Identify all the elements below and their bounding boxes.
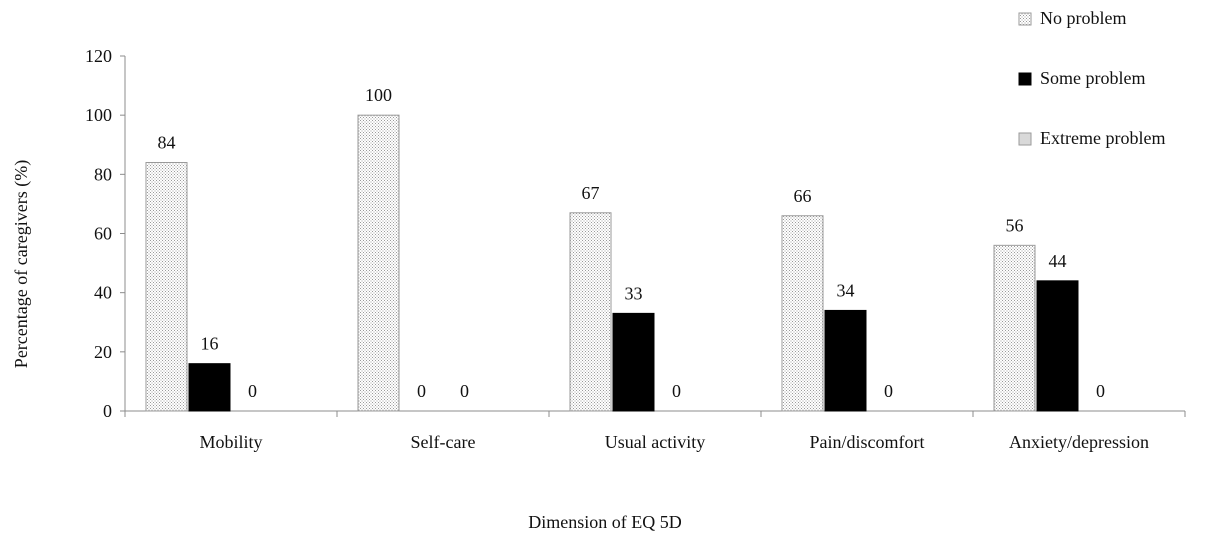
data-label: 0 xyxy=(248,381,257,401)
y-tick-label: 0 xyxy=(103,401,112,421)
x-tick-label: Pain/discomfort xyxy=(810,432,925,452)
axes: 0 20 40 60 80 100 120 Mobility Self-care Usual ac… xyxy=(85,46,1186,452)
y-tick-label: 120 xyxy=(85,46,112,66)
bar-no-problem xyxy=(357,114,400,412)
x-tick-label: Anxiety/depression xyxy=(1009,432,1149,452)
bar-no-problem xyxy=(781,215,824,412)
x-tick-label: Usual activity xyxy=(605,432,705,452)
legend-label: No problem xyxy=(1040,8,1126,28)
data-label: 0 xyxy=(417,381,426,401)
data-label: 84 xyxy=(158,133,176,153)
y-tick-label: 40 xyxy=(94,283,112,303)
data-label: 0 xyxy=(672,381,681,401)
legend: No problem Some problem Extreme problem xyxy=(1018,8,1165,148)
data-label: 16 xyxy=(201,334,219,354)
data-label: 33 xyxy=(625,283,643,303)
data-label: 66 xyxy=(794,186,812,206)
bar-no-problem xyxy=(993,244,1036,412)
bar-some-problem xyxy=(612,312,655,412)
y-tick-label: 60 xyxy=(94,224,112,244)
x-axis-title: Dimension of EQ 5D xyxy=(528,512,681,532)
x-tick-label: Self-care xyxy=(411,432,476,452)
y-tick-label: 20 xyxy=(94,342,112,362)
bar-no-problem xyxy=(145,162,188,412)
data-labels: 84 16 0 100 0 0 67 33 0 66 34 0 56 44 0 xyxy=(158,85,1106,401)
data-label: 0 xyxy=(884,381,893,401)
data-label: 67 xyxy=(582,183,600,203)
y-tick-label: 100 xyxy=(85,105,112,125)
legend-swatch xyxy=(1018,132,1032,146)
y-tick-label: 80 xyxy=(94,164,112,184)
bar-no-problem xyxy=(569,212,612,412)
legend-swatch xyxy=(1018,72,1032,86)
legend-swatch xyxy=(1018,12,1032,26)
x-tick-label: Mobility xyxy=(199,432,262,452)
data-label: 0 xyxy=(460,381,469,401)
bar-some-problem xyxy=(824,309,867,412)
bars xyxy=(145,114,1079,412)
data-label: 56 xyxy=(1006,215,1024,235)
data-label: 34 xyxy=(837,280,855,300)
bar-some-problem xyxy=(1036,280,1079,412)
legend-label: Extreme problem xyxy=(1040,128,1165,148)
data-label: 44 xyxy=(1049,251,1067,271)
data-label: 0 xyxy=(1096,381,1105,401)
data-label: 100 xyxy=(365,85,392,105)
bar-some-problem xyxy=(188,363,231,412)
y-axis-title: Percentage of caregivers (%) xyxy=(11,160,32,368)
legend-label: Some problem xyxy=(1040,68,1146,88)
